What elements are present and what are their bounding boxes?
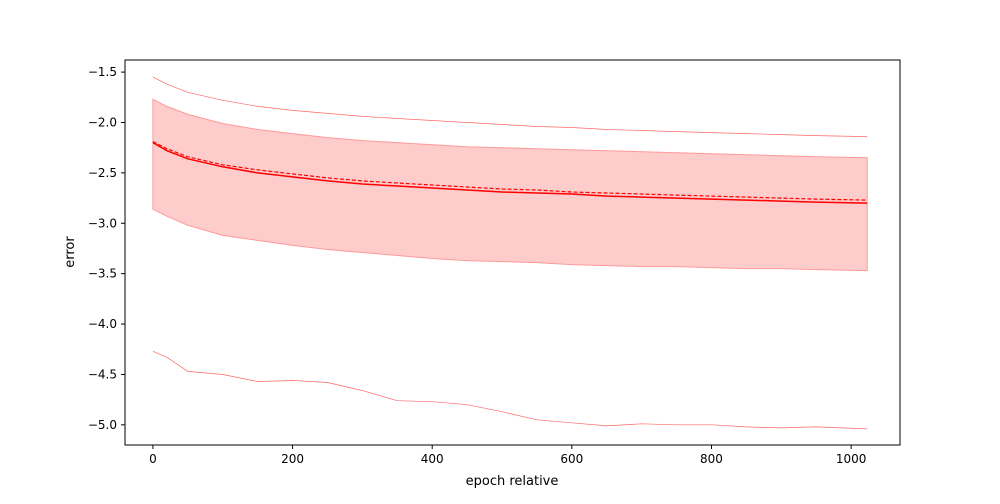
x-tick-label: 800 xyxy=(700,452,723,466)
y-axis: −1.5 −2.0 −2.5 −3.0 −3.5 −4.0 −4.5 −5.0 xyxy=(88,65,125,432)
std-band xyxy=(152,98,868,272)
x-tick-label: 1000 xyxy=(836,452,867,466)
y-tick-label: −3.0 xyxy=(88,216,117,230)
y-tick-label: −5.0 xyxy=(88,418,117,432)
y-tick-label: −2.5 xyxy=(88,166,117,180)
x-axis-label: epoch relative xyxy=(466,474,559,489)
max-line xyxy=(152,76,868,137)
x-tick-label: 200 xyxy=(281,452,304,466)
y-axis-label: error xyxy=(63,236,78,268)
mean-line xyxy=(152,141,868,204)
plot-frame xyxy=(124,59,901,446)
x-tick-label: 0 xyxy=(149,452,157,466)
y-tick-label: −4.5 xyxy=(88,367,117,381)
std-band-group xyxy=(152,98,868,272)
min-line xyxy=(152,350,868,430)
series-lines-group xyxy=(152,76,868,430)
y-tick-label: −2.0 xyxy=(88,115,117,129)
mean-dashed-line xyxy=(152,141,868,201)
y-tick-label: −1.5 xyxy=(88,65,117,79)
y-tick-label: −4.0 xyxy=(88,317,117,331)
y-tick-label: −3.5 xyxy=(88,267,117,281)
x-axis: 0 200 400 600 800 1000 xyxy=(149,445,866,466)
x-tick-label: 400 xyxy=(421,452,444,466)
x-tick-label: 600 xyxy=(560,452,583,466)
